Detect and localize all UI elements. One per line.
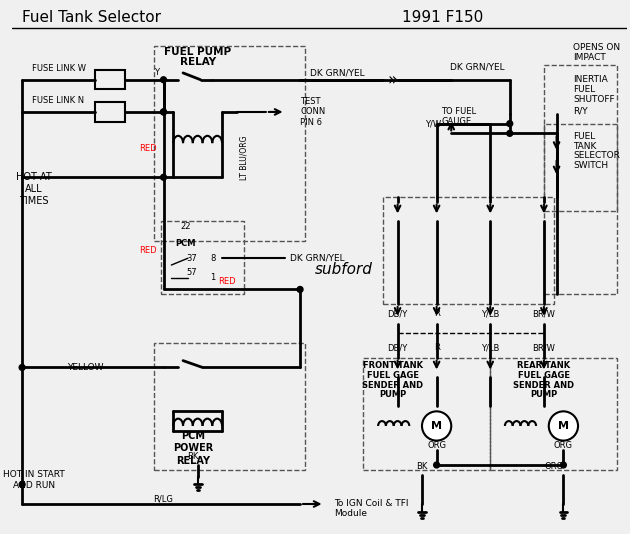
Text: IMPACT: IMPACT bbox=[573, 53, 606, 62]
Text: DK GRN/YEL: DK GRN/YEL bbox=[290, 254, 345, 263]
Text: HOT AT: HOT AT bbox=[16, 172, 52, 182]
Text: RED: RED bbox=[218, 277, 236, 286]
Text: REAR TANK: REAR TANK bbox=[517, 361, 570, 370]
Text: DK GRN/YEL: DK GRN/YEL bbox=[450, 62, 505, 72]
Text: SHUTOFF: SHUTOFF bbox=[573, 95, 615, 104]
Circle shape bbox=[161, 109, 166, 115]
Text: SWITCH: SWITCH bbox=[573, 161, 609, 170]
Text: AND RUN: AND RUN bbox=[13, 481, 55, 490]
Text: PCM: PCM bbox=[181, 431, 205, 441]
Circle shape bbox=[433, 462, 440, 468]
Text: INERTIA: INERTIA bbox=[573, 75, 608, 84]
Circle shape bbox=[161, 77, 166, 83]
Text: ALL: ALL bbox=[25, 184, 43, 194]
Text: TEST
CONN
PIN 6: TEST CONN PIN 6 bbox=[300, 97, 325, 127]
Text: RELAY: RELAY bbox=[176, 456, 210, 466]
Text: LT BLU/ORG: LT BLU/ORG bbox=[240, 136, 249, 180]
Text: 1991 F150: 1991 F150 bbox=[403, 10, 484, 25]
Text: GAUGE: GAUGE bbox=[442, 117, 472, 126]
Bar bbox=[154, 343, 305, 470]
Text: ORG: ORG bbox=[427, 441, 446, 450]
Circle shape bbox=[422, 411, 451, 441]
Text: To IGN Coil & TFI: To IGN Coil & TFI bbox=[334, 499, 409, 508]
Text: TIMES: TIMES bbox=[19, 195, 49, 206]
Circle shape bbox=[161, 174, 166, 180]
Text: BR/W: BR/W bbox=[532, 309, 555, 318]
Text: 8: 8 bbox=[210, 254, 215, 263]
Text: ORG: ORG bbox=[554, 441, 573, 450]
Text: TANK: TANK bbox=[573, 142, 597, 151]
Text: 57: 57 bbox=[186, 269, 197, 277]
Text: Y/LB: Y/LB bbox=[481, 309, 500, 318]
Text: SENDER AND: SENDER AND bbox=[362, 381, 423, 389]
Text: DB/Y: DB/Y bbox=[387, 343, 408, 352]
Text: FUEL PUMP: FUEL PUMP bbox=[164, 48, 231, 58]
Text: »: » bbox=[387, 70, 398, 89]
Text: PUMP: PUMP bbox=[530, 390, 558, 399]
Text: FUEL GAGE: FUEL GAGE bbox=[367, 371, 419, 380]
Text: ORG: ORG bbox=[544, 462, 563, 472]
Text: 37: 37 bbox=[186, 254, 197, 263]
Text: Module: Module bbox=[334, 509, 367, 519]
Circle shape bbox=[507, 121, 513, 127]
Bar bbox=[364, 358, 490, 470]
Text: R/Y: R/Y bbox=[573, 106, 588, 115]
Circle shape bbox=[19, 365, 25, 371]
Text: SENDER AND: SENDER AND bbox=[513, 381, 575, 389]
Bar bbox=[383, 197, 554, 304]
Text: BK: BK bbox=[187, 452, 198, 461]
Text: RELAY: RELAY bbox=[180, 57, 215, 67]
Text: FUSE LINK N: FUSE LINK N bbox=[32, 96, 84, 105]
Text: FUEL: FUEL bbox=[573, 132, 595, 141]
Text: DB/Y: DB/Y bbox=[387, 309, 408, 318]
Text: RED: RED bbox=[139, 144, 157, 153]
Circle shape bbox=[161, 109, 166, 115]
Text: 22: 22 bbox=[181, 222, 192, 231]
Text: FRONT TANK: FRONT TANK bbox=[363, 361, 423, 370]
Text: BR/W: BR/W bbox=[532, 343, 555, 352]
Bar bbox=[490, 358, 617, 470]
Bar bbox=[161, 221, 244, 294]
Circle shape bbox=[19, 482, 25, 488]
Text: OPENS ON: OPENS ON bbox=[573, 43, 621, 52]
Text: subford: subford bbox=[315, 262, 373, 278]
Text: R/LG: R/LG bbox=[154, 494, 173, 504]
Circle shape bbox=[507, 130, 513, 136]
Circle shape bbox=[297, 287, 303, 292]
Bar bbox=[154, 45, 305, 241]
Bar bbox=[544, 65, 617, 211]
Text: M: M bbox=[431, 421, 442, 431]
Circle shape bbox=[549, 411, 578, 441]
Text: Y: Y bbox=[154, 68, 159, 77]
Text: RED: RED bbox=[139, 246, 157, 255]
Circle shape bbox=[561, 462, 566, 468]
Text: 1: 1 bbox=[210, 273, 215, 282]
Text: TO FUEL: TO FUEL bbox=[442, 107, 477, 116]
Text: M: M bbox=[558, 421, 569, 431]
Text: Y/W: Y/W bbox=[425, 119, 442, 128]
Text: BK: BK bbox=[416, 462, 428, 472]
Bar bbox=[544, 124, 617, 294]
Text: R: R bbox=[433, 343, 440, 352]
Text: Fuel Tank Selector: Fuel Tank Selector bbox=[22, 10, 161, 25]
Bar bbox=[95, 102, 125, 122]
Bar bbox=[95, 70, 125, 90]
Text: POWER: POWER bbox=[173, 443, 213, 453]
Text: FUSE LINK W: FUSE LINK W bbox=[32, 64, 86, 73]
Text: Y/LB: Y/LB bbox=[481, 343, 500, 352]
Text: YELLOW: YELLOW bbox=[67, 363, 104, 372]
Text: SELECTOR: SELECTOR bbox=[573, 151, 620, 160]
Text: HOT IN START: HOT IN START bbox=[3, 470, 65, 479]
Text: PCM: PCM bbox=[176, 239, 196, 248]
Text: PUMP: PUMP bbox=[379, 390, 406, 399]
Text: R: R bbox=[433, 309, 440, 318]
Text: FUEL GAGE: FUEL GAGE bbox=[518, 371, 570, 380]
Text: FUEL: FUEL bbox=[573, 85, 595, 94]
Text: DK GRN/YEL: DK GRN/YEL bbox=[310, 68, 364, 77]
